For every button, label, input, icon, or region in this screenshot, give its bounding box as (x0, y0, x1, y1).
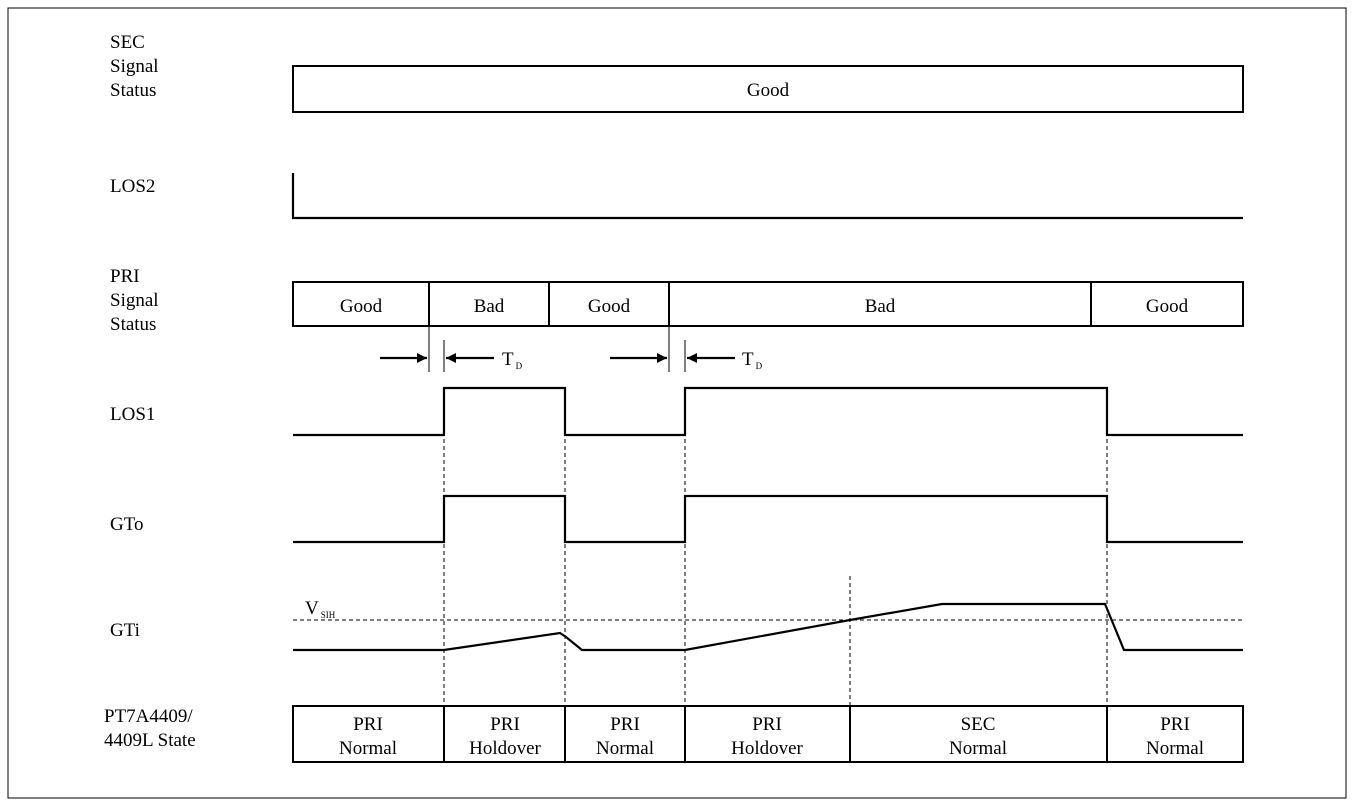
sec-status-good: Good (747, 80, 790, 101)
label-state-line2: 4409L State (104, 730, 196, 751)
label-los2: LOS2 (110, 176, 155, 197)
label-pri-status: PRI Signal Status (110, 266, 159, 335)
pri-status-bar (292, 281, 1244, 327)
state-4-line1: PRI (752, 714, 782, 735)
state-2-line1: PRI (490, 714, 520, 735)
gto-waveform (293, 494, 1243, 544)
state-1-line1: PRI (353, 714, 383, 735)
sec-status-bar (292, 65, 1244, 113)
diagram-frame (7, 7, 1347, 799)
state-5-line2: Normal (949, 738, 1007, 759)
state-6-line2: Normal (1146, 738, 1204, 759)
label-pri-line2: Signal (110, 290, 159, 311)
state-6-line1: PRI (1160, 714, 1190, 735)
state-bar (292, 705, 1244, 763)
label-pri-line1: PRI (110, 266, 140, 287)
los2-waveform (291, 173, 1243, 220)
pri-segment-3: Good (588, 296, 631, 317)
vsih-label-sub: SIH (321, 610, 336, 620)
state-1-line2: Normal (339, 738, 397, 759)
td1-label-main: T (502, 349, 514, 370)
td1-label-sub: D (516, 361, 523, 371)
state-3-line1: PRI (610, 714, 640, 735)
pri-segment-4: Bad (865, 296, 896, 317)
td2-label-sub: D (756, 361, 763, 371)
pri-segment-2: Bad (474, 296, 505, 317)
label-sec-line3: Status (110, 80, 156, 101)
label-state-line1: PT7A4409/ (104, 706, 193, 727)
pri-segment-5: Good (1146, 296, 1189, 317)
td2-label-main: T (742, 349, 754, 370)
state-2-line2: Holdover (469, 738, 541, 759)
state-5-line1: SEC (961, 714, 996, 735)
vsih-label: V SIH (305, 598, 336, 620)
label-sec-status: SEC Signal Status (110, 32, 159, 101)
vsih-label-main: V (305, 598, 319, 619)
label-sec-line1: SEC (110, 32, 145, 53)
pri-segment-1: Good (340, 296, 383, 317)
label-los1: LOS1 (110, 404, 155, 425)
label-gto: GTo (110, 514, 144, 535)
label-pri-line3: Status (110, 314, 156, 335)
los1-waveform (293, 386, 1243, 437)
label-device-state: PT7A4409/ 4409L State (104, 706, 196, 751)
label-gti: GTi (110, 620, 140, 641)
gti-waveform (293, 602, 1243, 652)
state-4-line2: Holdover (731, 738, 803, 759)
state-3-line2: Normal (596, 738, 654, 759)
label-sec-line2: Signal (110, 56, 159, 77)
